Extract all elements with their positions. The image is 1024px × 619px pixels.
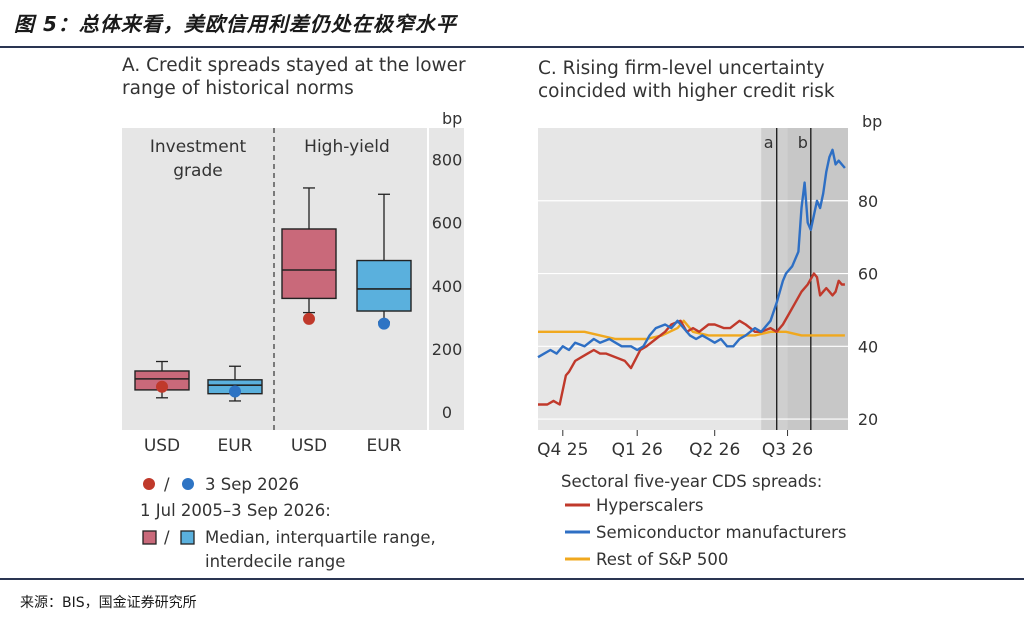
legend-box-separator: / [164, 528, 170, 547]
panel-a-ytick-label: 400 [432, 277, 463, 296]
panel-c: C. Rising firm-level uncertainty coincid… [537, 58, 882, 569]
panel-a-xtick-label: EUR [367, 436, 402, 456]
legend-dot-usd [143, 478, 155, 490]
legend-box-label-line1: Median, interquartile range, [205, 528, 436, 547]
panel-c-ytick-label: 40 [858, 337, 878, 356]
legend-label-semiconductor: Semiconductor manufacturers [596, 523, 846, 542]
panel-a: A. Credit spreads stayed at the lower ra… [122, 55, 466, 571]
panel-c-ytick-label: 80 [858, 192, 878, 211]
panel-a-xtick-label: USD [291, 436, 327, 456]
source-note: 来源：BIS，国金证券研究所 [20, 595, 197, 611]
current-value-dot [378, 317, 390, 330]
panel-c-title-line1: C. Rising firm-level uncertainty [538, 58, 825, 79]
top-rule [0, 46, 1024, 48]
panel-a-title-line2: range of historical norms [122, 78, 354, 99]
legend-dot-eur [182, 478, 194, 490]
box-usd-0 [134, 360, 190, 399]
legend-dot-separator: / [164, 475, 170, 494]
panel-c-unit: bp [862, 112, 882, 131]
group-label-ig-line1: Investment [150, 137, 247, 157]
panel-a-ytick-label: 600 [432, 214, 463, 233]
series-line-hyperscalers [538, 272, 845, 406]
legend-label-hyperscalers: Hyperscalers [596, 496, 703, 515]
interquartile-box [356, 259, 412, 312]
panel-a-ytick-label: 200 [432, 340, 463, 359]
panel-c-xtick-label: Q1 26 [612, 440, 663, 460]
legend-box-usd [142, 530, 157, 545]
panel-c-ytick-label: 60 [858, 265, 878, 284]
box-eur-1 [207, 365, 263, 402]
event-label-a: a [764, 133, 774, 152]
panel-c-xtick-label: Q4 25 [537, 440, 588, 460]
group-label-ig-line2: grade [173, 161, 222, 181]
current-value-dot [303, 312, 315, 325]
legend-dot-label: 3 Sep 2026 [205, 475, 299, 494]
page-title: 图 5：总体来看，美欧信用利差仍处在极窄水平 [14, 12, 457, 36]
panel-a-xtick-label: USD [144, 436, 180, 456]
panel-a-unit: bp [442, 109, 462, 128]
panel-a-ytick-label: 0 [442, 403, 452, 422]
event-label-b: b [798, 133, 808, 152]
panel-c-ytick-label: 20 [858, 410, 878, 429]
legend-box-label-line2: interdecile range [205, 552, 345, 571]
panel-c-xtick-label: Q3 26 [762, 440, 813, 460]
series-line-rest-of-s-p-500 [538, 319, 845, 341]
legend-box-title: 1 Jul 2005–3 Sep 2026: [140, 501, 331, 520]
box-usd-2 [281, 187, 337, 325]
panel-c-title-line2: coincided with higher credit risk [538, 81, 835, 102]
bottom-rule [0, 578, 1024, 580]
panel-a-xtick-label: EUR [218, 436, 253, 456]
panel-a-ytick-label: 800 [432, 151, 463, 170]
series-line-semiconductor-manufacturers [537, 148, 846, 359]
panel-c-legend-title: Sectoral five-year CDS spreads: [561, 472, 822, 491]
box-eur-3 [356, 193, 412, 330]
panel-c-xtick-label: Q2 26 [689, 440, 740, 460]
legend-box-eur [180, 530, 195, 545]
current-value-dot [229, 385, 241, 398]
panel-a-title-line1: A. Credit spreads stayed at the lower [122, 55, 466, 76]
current-value-dot [156, 380, 168, 393]
group-label-hy: High-yield [304, 137, 390, 157]
legend-label-rest-sp500: Rest of S&P 500 [596, 550, 728, 569]
interquartile-box [281, 228, 337, 300]
